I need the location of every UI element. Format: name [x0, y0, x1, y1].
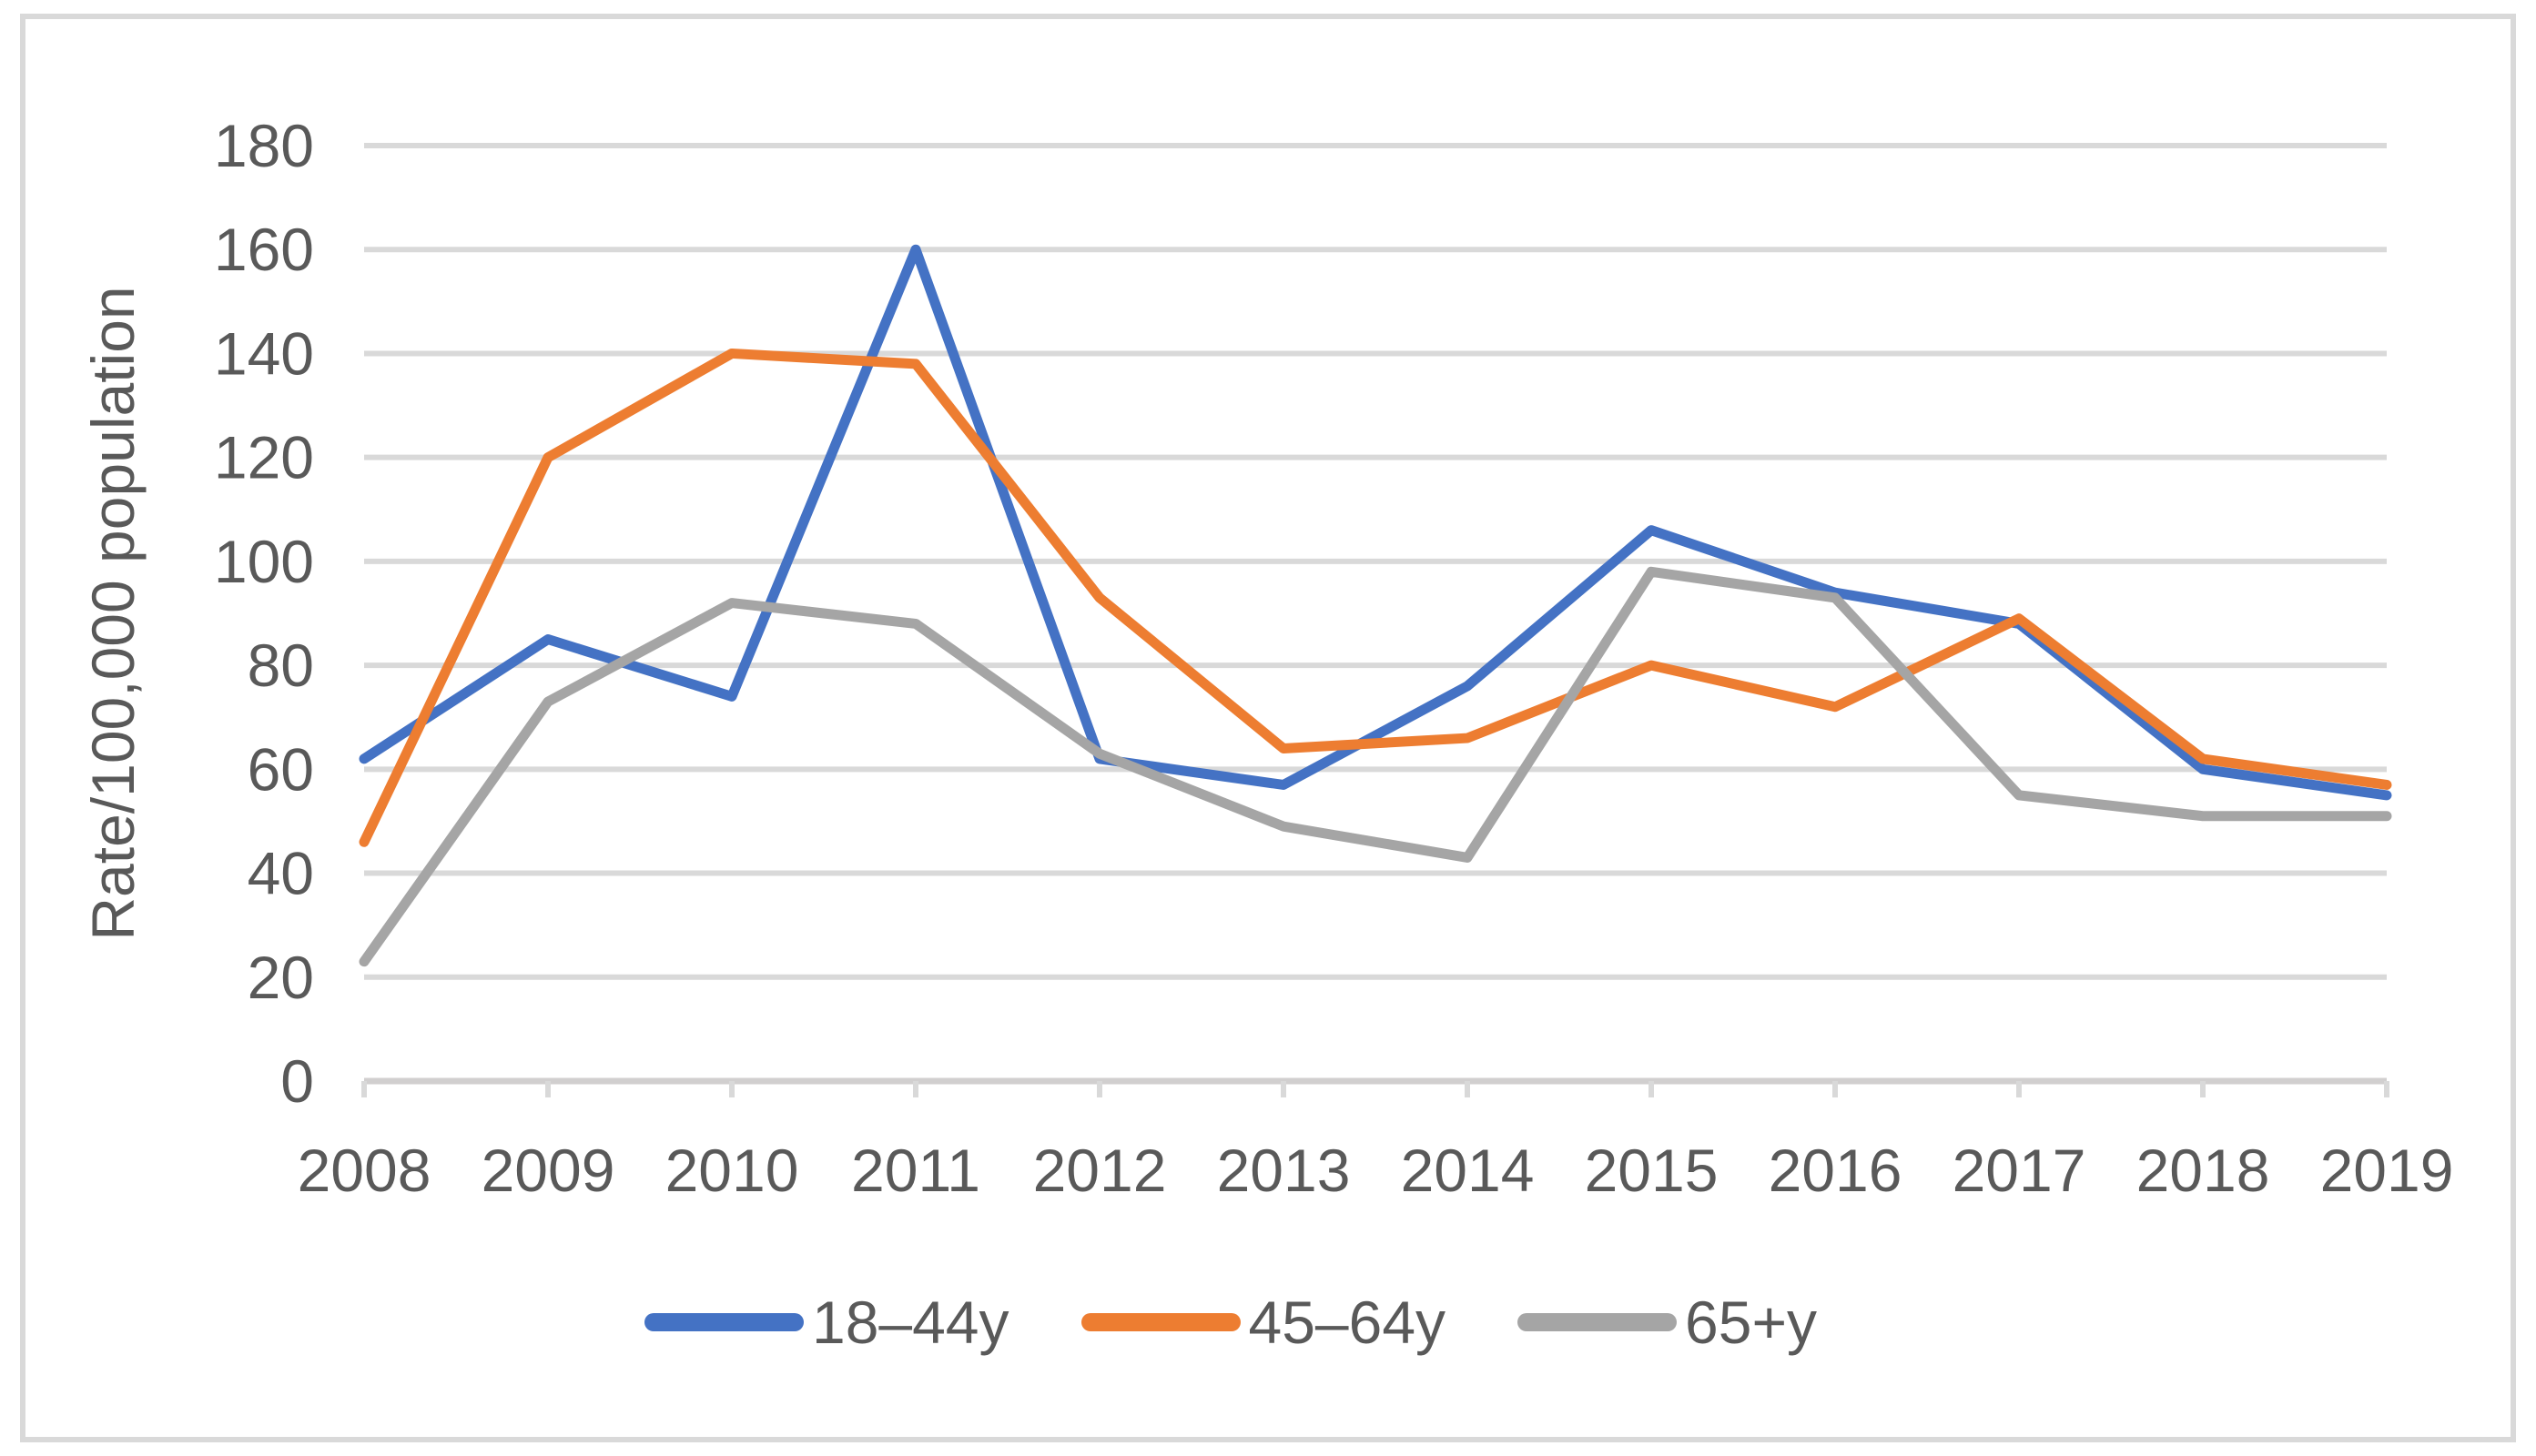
- legend-label-65y: 65+y: [1685, 1289, 1818, 1356]
- x-tick-label: 2010: [665, 1137, 799, 1204]
- x-tick-label: 2017: [1953, 1137, 2086, 1204]
- x-tick-label: 2019: [2320, 1137, 2454, 1204]
- y-tick-label: 100: [214, 528, 314, 595]
- chart-border: [20, 14, 2516, 1442]
- legend-item-45-64y: 45–64y: [1080, 1289, 1446, 1356]
- y-tick-label: 40: [248, 840, 314, 907]
- y-tick-label: 180: [214, 112, 314, 179]
- y-tick-label: 0: [280, 1047, 314, 1115]
- x-tick-label: 2008: [298, 1137, 431, 1204]
- y-axis-title: Rate/100,000 population: [79, 286, 147, 941]
- x-tick-label: 2018: [2136, 1137, 2270, 1204]
- series-line-0: [359, 244, 2392, 801]
- y-tick-label: 20: [248, 944, 314, 1011]
- y-tick-label: 60: [248, 735, 314, 803]
- x-tick-label: 2014: [1401, 1137, 1535, 1204]
- legend-marker-18-44y-icon: [644, 1313, 804, 1331]
- legend-label-18-44y: 18–44y: [811, 1289, 1009, 1356]
- y-tick-label: 140: [214, 319, 314, 387]
- x-tick-label: 2015: [1585, 1137, 1719, 1204]
- x-tick-label: 2016: [1769, 1137, 1902, 1204]
- x-tick-label: 2012: [1033, 1137, 1167, 1204]
- series-line-2: [359, 566, 2392, 967]
- y-tick-label: 120: [214, 424, 314, 491]
- chart-legend: 18–44y 45–64y 65+y: [0, 1292, 2536, 1352]
- y-tick-label: 160: [214, 216, 314, 283]
- legend-item-65y: 65+y: [1517, 1292, 1817, 1352]
- y-tick-label: 80: [248, 632, 314, 699]
- legend-marker-45-64y-icon: [1080, 1313, 1241, 1331]
- x-tick-label: 2009: [482, 1137, 615, 1204]
- x-tick-label: 2011: [851, 1137, 980, 1204]
- x-tick-label: 2013: [1217, 1137, 1351, 1204]
- legend-item-18-44y: 18–44y: [644, 1292, 1009, 1352]
- series-line-1: [359, 348, 2392, 847]
- legend-label-45-64y: 45–64y: [1248, 1289, 1446, 1356]
- legend-marker-65y-icon: [1517, 1313, 1678, 1331]
